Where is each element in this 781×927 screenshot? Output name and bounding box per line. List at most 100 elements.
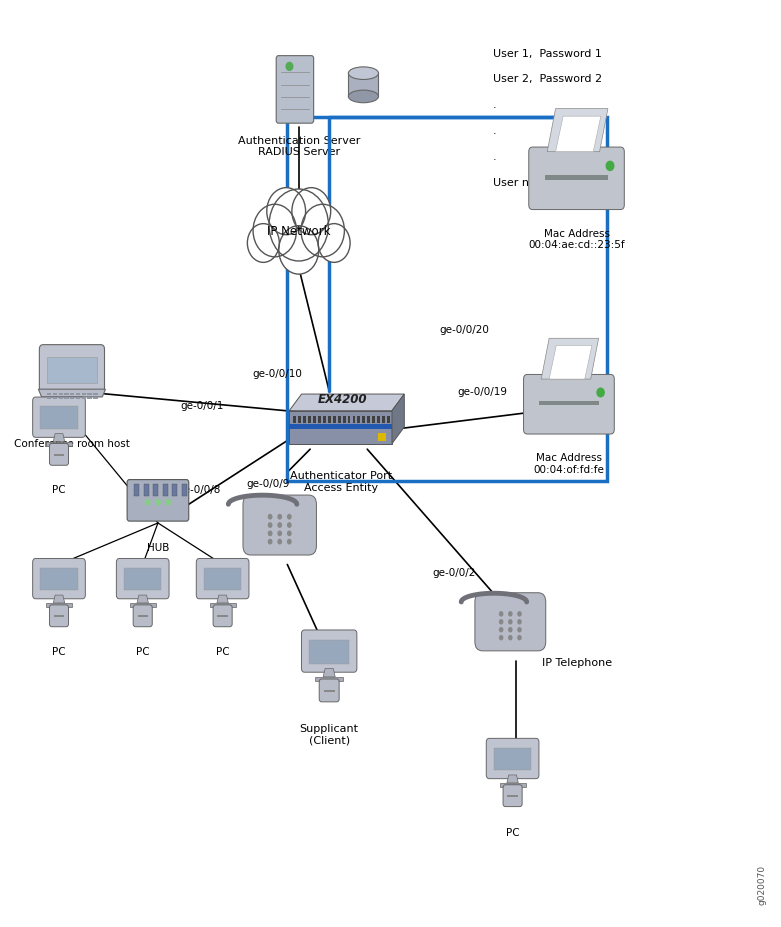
- Polygon shape: [137, 595, 148, 603]
- Circle shape: [508, 628, 512, 633]
- Text: EX4200: EX4200: [318, 392, 367, 405]
- Text: .: .: [493, 100, 497, 110]
- FancyBboxPatch shape: [523, 375, 615, 435]
- Circle shape: [287, 523, 291, 528]
- Bar: [298, 416, 301, 424]
- FancyBboxPatch shape: [33, 559, 85, 599]
- Bar: [162, 484, 168, 497]
- Bar: [373, 416, 375, 424]
- Bar: [204, 568, 241, 590]
- Bar: [81, 397, 86, 400]
- Bar: [153, 484, 159, 497]
- Circle shape: [508, 619, 512, 625]
- Circle shape: [508, 635, 512, 641]
- Text: .: .: [493, 152, 497, 161]
- Polygon shape: [555, 117, 601, 153]
- Bar: [217, 616, 228, 617]
- Circle shape: [166, 500, 170, 505]
- Text: User 1,  Password 1: User 1, Password 1: [493, 48, 601, 58]
- Bar: [313, 416, 316, 424]
- Bar: [64, 393, 69, 396]
- Bar: [53, 397, 57, 400]
- Bar: [46, 442, 72, 446]
- Bar: [348, 74, 379, 97]
- Text: ge-0/0/9: ge-0/0/9: [246, 478, 290, 489]
- FancyBboxPatch shape: [213, 605, 232, 627]
- FancyBboxPatch shape: [319, 679, 339, 702]
- Bar: [130, 603, 155, 607]
- FancyBboxPatch shape: [33, 398, 85, 438]
- Text: IP Network: IP Network: [267, 225, 330, 238]
- Circle shape: [268, 514, 273, 520]
- Bar: [352, 416, 355, 424]
- FancyBboxPatch shape: [487, 739, 539, 779]
- Bar: [377, 416, 380, 424]
- Polygon shape: [289, 412, 392, 444]
- Bar: [93, 397, 98, 400]
- Circle shape: [277, 540, 282, 545]
- FancyBboxPatch shape: [276, 57, 314, 124]
- Bar: [41, 407, 77, 429]
- Bar: [348, 416, 351, 424]
- Bar: [545, 175, 608, 181]
- Bar: [47, 397, 52, 400]
- Polygon shape: [507, 775, 519, 783]
- Circle shape: [268, 531, 273, 537]
- FancyBboxPatch shape: [49, 444, 69, 465]
- Circle shape: [517, 619, 522, 625]
- Circle shape: [287, 531, 291, 537]
- Polygon shape: [549, 346, 592, 380]
- Text: ge-0/0/1: ge-0/0/1: [180, 400, 224, 411]
- Bar: [137, 616, 148, 617]
- Polygon shape: [289, 395, 405, 412]
- Bar: [377, 433, 386, 442]
- Circle shape: [155, 500, 160, 505]
- Bar: [294, 416, 296, 424]
- Bar: [134, 484, 139, 497]
- Bar: [539, 401, 598, 406]
- Circle shape: [267, 188, 305, 235]
- Bar: [64, 397, 69, 400]
- Bar: [54, 454, 64, 456]
- Circle shape: [499, 635, 504, 641]
- Circle shape: [292, 188, 330, 235]
- Circle shape: [517, 612, 522, 617]
- Bar: [173, 484, 177, 497]
- Bar: [87, 397, 91, 400]
- Polygon shape: [541, 339, 598, 380]
- Text: ge-0/0/10: ge-0/0/10: [253, 368, 302, 378]
- Bar: [81, 393, 86, 396]
- Bar: [87, 393, 91, 396]
- FancyBboxPatch shape: [39, 345, 105, 393]
- Text: Mac Address
00:04:ae:cd::23:5f: Mac Address 00:04:ae:cd::23:5f: [528, 229, 625, 250]
- Circle shape: [268, 540, 273, 545]
- Circle shape: [499, 612, 504, 617]
- Text: User 2,  Password 2: User 2, Password 2: [493, 74, 602, 84]
- Circle shape: [286, 63, 293, 71]
- Text: ge-0/0/20: ge-0/0/20: [440, 324, 490, 335]
- Bar: [362, 416, 366, 424]
- Bar: [53, 393, 57, 396]
- Bar: [358, 416, 360, 424]
- Circle shape: [248, 224, 280, 263]
- Circle shape: [145, 500, 150, 505]
- Polygon shape: [53, 595, 65, 603]
- Circle shape: [253, 205, 297, 258]
- Text: PC: PC: [52, 485, 66, 495]
- Bar: [70, 393, 74, 396]
- Text: PC: PC: [216, 646, 230, 656]
- Bar: [303, 416, 306, 424]
- Bar: [59, 397, 63, 400]
- Bar: [76, 397, 80, 400]
- Polygon shape: [547, 109, 608, 153]
- Bar: [337, 416, 341, 424]
- Bar: [308, 416, 311, 424]
- Polygon shape: [323, 668, 335, 677]
- Text: g020070: g020070: [758, 864, 767, 904]
- Polygon shape: [289, 425, 392, 429]
- Circle shape: [301, 205, 344, 258]
- Bar: [318, 416, 321, 424]
- Bar: [93, 393, 98, 396]
- Bar: [59, 393, 63, 396]
- Circle shape: [597, 388, 604, 398]
